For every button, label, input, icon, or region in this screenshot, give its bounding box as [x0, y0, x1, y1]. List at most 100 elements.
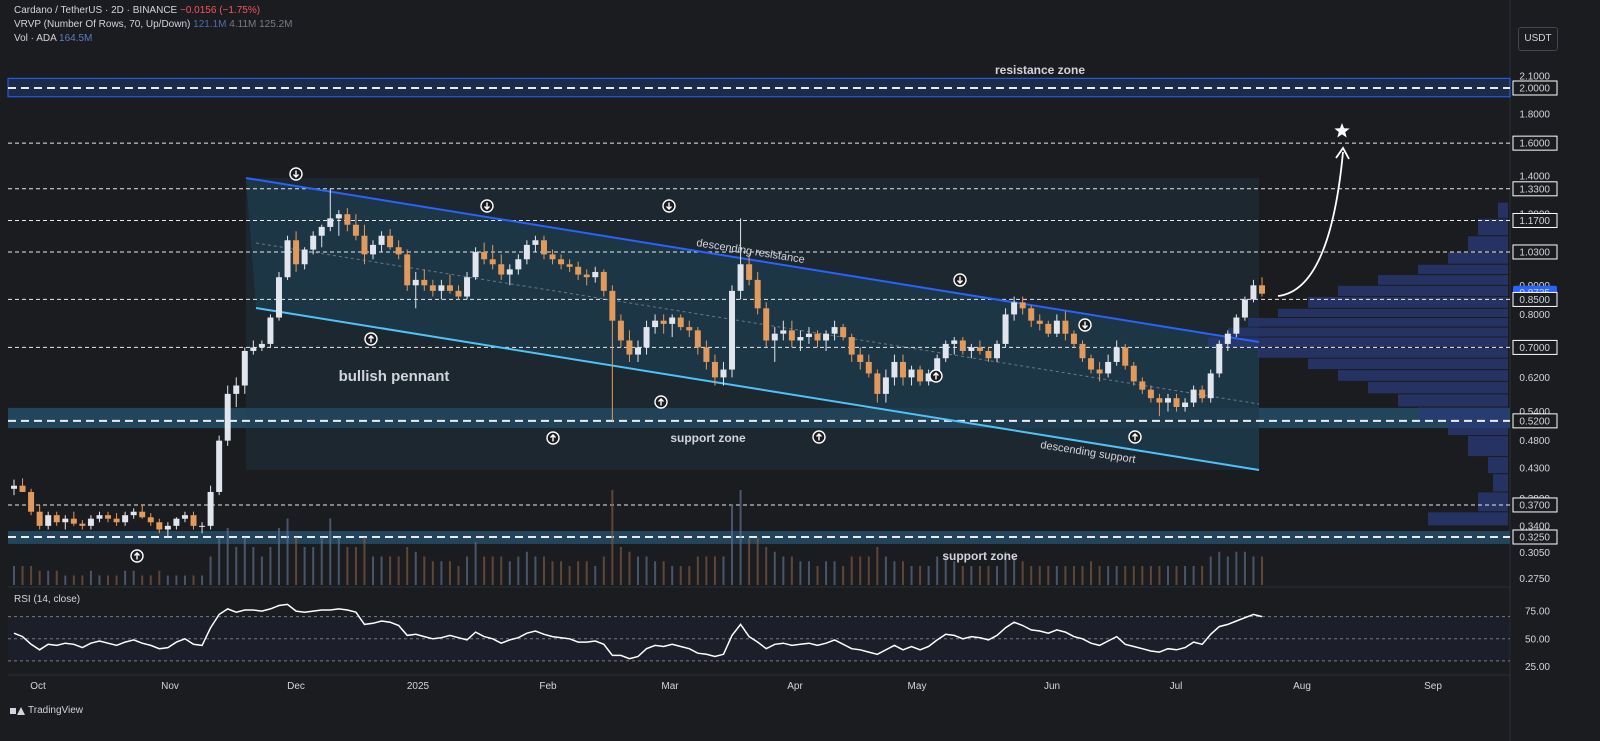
volume-profile-bar-4 [1308, 297, 1508, 308]
candle-body [1053, 320, 1060, 334]
volume-bar-93 [807, 561, 810, 585]
candle-114 [985, 347, 992, 362]
candle-body [677, 317, 684, 328]
price-level-tag [1512, 497, 1558, 513]
volume-bar-96 [833, 561, 836, 585]
volume-bar-117 [1013, 556, 1016, 585]
volume-profile-bar-8 [1208, 337, 1508, 347]
currency-button[interactable]: USDT [1518, 27, 1558, 51]
volume-bar-36 [320, 537, 323, 585]
volume-bar-32 [286, 518, 289, 585]
candle-body [575, 266, 582, 275]
volume-profile-bar-12 [1368, 381, 1508, 394]
volume-bar-13 [124, 570, 127, 585]
price-axis: 2.10002.00001.80001.60001.40001.33001.20… [1512, 71, 1558, 585]
descending-support-line [255, 307, 1260, 471]
candle-143 [1233, 314, 1240, 338]
up-arrow-icon-5 [929, 369, 943, 383]
volume-bar-2 [30, 566, 33, 585]
candle-body [840, 327, 847, 338]
volume-bar-109 [944, 556, 947, 585]
tradingview-icon [10, 706, 25, 716]
candle-body [267, 317, 274, 344]
candle-body [11, 485, 17, 489]
candle-103 [891, 354, 898, 386]
volume-profile-bar-7 [1228, 327, 1508, 337]
up-arrow-icon-3 [654, 395, 668, 409]
volume-bar-111 [961, 566, 964, 585]
candle-120 [1036, 314, 1043, 331]
support-zone-label-lower: support zone [942, 549, 1018, 563]
candle-body [412, 279, 419, 286]
candle-body [1122, 347, 1129, 366]
volume-bar-39 [346, 547, 349, 585]
volume-bar-84 [731, 504, 734, 585]
candle-57 [498, 254, 505, 280]
candle-42 [370, 240, 377, 260]
volume-bar-115 [996, 566, 999, 585]
candle-97 [840, 323, 847, 341]
candle-body [318, 226, 325, 236]
volume-profile-bar-14 [1418, 407, 1508, 421]
candle-body [592, 271, 599, 278]
tradingview-logo: TradingView [10, 705, 83, 716]
candle-32 [284, 235, 291, 280]
volume-bar-38 [337, 537, 340, 585]
volume-bar-78 [679, 566, 682, 585]
candle-body [1259, 285, 1265, 294]
candle-body [669, 317, 676, 324]
down-arrow-icon-2 [662, 199, 676, 213]
time-axis: Oct Nov Dec 2025 Feb Mar Apr May Jun Jul Aug Sep [30, 681, 1442, 692]
candle-117 [1011, 296, 1018, 321]
volume-bar-118 [1021, 561, 1024, 585]
candle-38 [335, 210, 342, 236]
volume-bar-92 [799, 561, 802, 585]
price-tick-label: 1.1700 [1519, 216, 1550, 227]
volume-bar-125 [1081, 566, 1084, 585]
candle-21 [190, 511, 197, 530]
price-tick-label: 0.3250 [1519, 533, 1550, 544]
candle-body [87, 518, 94, 526]
price-tick-label: 1.8000 [1519, 110, 1550, 121]
candle-86 [746, 254, 753, 286]
price-level-tag [1512, 181, 1558, 197]
candle-body [199, 525, 206, 527]
volume-bar-42 [372, 556, 375, 585]
candle-82 [711, 354, 718, 386]
volume-bar-49 [431, 561, 434, 585]
volume-profile-bar-10 [1308, 358, 1508, 370]
candle-body [814, 333, 821, 341]
volume-bar-23 [209, 556, 212, 585]
volume-bar-74 [645, 556, 648, 585]
volume-bar-142 [1226, 556, 1229, 585]
candle-130 [1122, 343, 1129, 370]
candle-body [79, 523, 86, 526]
volume-bar-29 [260, 556, 263, 585]
candle-67 [583, 269, 590, 286]
candle-128 [1105, 354, 1112, 378]
candle-body [70, 518, 77, 524]
volume-profile-bar-2 [1378, 275, 1508, 285]
volume-bar-85 [739, 490, 742, 585]
candle-body [1011, 302, 1018, 315]
candle-40 [352, 214, 359, 241]
volume-bar-143 [1235, 551, 1238, 585]
candle-body [1147, 389, 1154, 399]
candle-54 [472, 247, 479, 280]
candle-body [1113, 347, 1120, 362]
candle-31 [275, 271, 282, 321]
volume-bar-88 [765, 547, 768, 585]
candle-119 [1028, 305, 1035, 328]
candle-75 [652, 314, 659, 334]
candle-36 [318, 224, 325, 248]
volume-bar-82 [713, 556, 716, 585]
candle-48 [421, 269, 428, 291]
volume-bar-137 [1184, 566, 1187, 585]
volume-bar-59 [517, 556, 520, 585]
volume-bar-73 [637, 556, 639, 585]
volume-legend: Vol · ADA 164.5M [14, 33, 92, 45]
candle-body [899, 361, 906, 378]
price-level-tag [1512, 212, 1558, 228]
candle-115 [994, 340, 1001, 362]
